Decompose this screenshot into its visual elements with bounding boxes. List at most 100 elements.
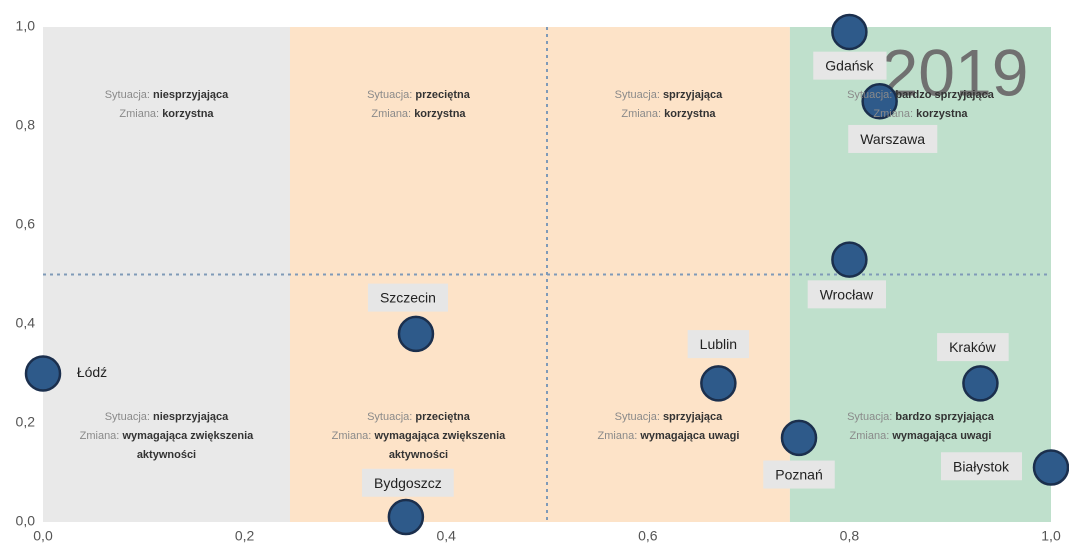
point (397, 315, 435, 353)
point-label-text: Kraków (949, 339, 997, 355)
change-prefix: Zmiana: (79, 430, 120, 442)
quadrant-description: Sytuacja: sprzyjająca Zmiana: wymagająca … (553, 408, 783, 446)
point (24, 355, 62, 392)
situation-value: przeciętna (415, 411, 470, 423)
quadrant-description: Sytuacja: bardzo sprzyjająca Zmiana: wyma… (805, 408, 1035, 446)
label-box (813, 51, 887, 80)
change-line: Zmiana: korzystna (805, 105, 1035, 124)
y-tick-label: 0,0 (16, 513, 36, 529)
y-tick-label: 0,2 (16, 414, 36, 430)
change-value: wymagająca uwagi (892, 430, 992, 442)
situation-prefix: Sytuacja: (847, 411, 893, 423)
label-box (937, 333, 1009, 362)
situation-line: Sytuacja: sprzyjająca (553, 86, 783, 105)
change-value: wymagająca zwiększenia aktywności (122, 430, 254, 461)
situation-prefix: Sytuacja: (104, 89, 150, 101)
point-label: Wrocław (807, 280, 886, 309)
point-label-text: Bydgoszcz (374, 475, 442, 491)
situation-line: Sytuacja: niesprzyjająca (51, 408, 281, 427)
situation-prefix: Sytuacja: (614, 411, 660, 423)
point-label: Gdańsk (813, 51, 887, 80)
quadrant-description: Sytuacja: sprzyjająca Zmiana: korzystna (553, 86, 783, 124)
quadrant-description: Sytuacja: niesprzyjająca Zmiana: korzystn… (51, 86, 281, 124)
situation-value: przeciętna (415, 89, 470, 101)
y-tick-label: 0,6 (16, 216, 36, 232)
point-labels: Gdańsk Warszawa Wrocław Szczecin Łódź Lublin K… (77, 51, 1023, 497)
x-tick-label: 0,6 (638, 528, 658, 544)
point-label: Białystok (940, 452, 1023, 481)
change-line: Zmiana: wymagająca uwagi (553, 427, 783, 446)
situation-value: sprzyjająca (662, 411, 723, 423)
change-value: korzystna (916, 108, 968, 120)
situation-line: Sytuacja: sprzyjająca (553, 408, 783, 427)
change-line: Zmiana: wymagająca zwiększenia aktywnośc… (51, 427, 281, 465)
situation-value: bardzo sprzyjająca (895, 89, 994, 101)
x-tick-label: 0,8 (840, 528, 860, 544)
point-label: Poznań (763, 460, 835, 489)
point (1032, 449, 1069, 486)
situation-line: Sytuacja: przeciętna (303, 86, 533, 105)
point-label-text: Warszawa (860, 131, 925, 147)
change-prefix: Zmiana: (621, 108, 662, 120)
change-value: korzystna (664, 108, 716, 120)
y-tick-label: 0,8 (16, 117, 36, 133)
year-annotation: 2019 (882, 35, 1029, 109)
change-value: korzystna (414, 108, 466, 120)
quadrant-description: Sytuacja: przeciętna Zmiana: wymagająca z… (303, 408, 533, 465)
situation-value: sprzyjająca (662, 89, 723, 101)
point-label-text: Poznań (775, 467, 822, 483)
x-tick-label: 0,4 (436, 528, 456, 544)
change-line: Zmiana: wymagająca zwiększenia aktywnośc… (303, 427, 533, 465)
point-label-text: Gdańsk (825, 58, 874, 74)
point (861, 83, 898, 120)
change-line: Zmiana: korzystna (51, 105, 281, 124)
point-label: Warszawa (848, 124, 938, 153)
change-value: wymagająca uwagi (640, 430, 740, 442)
change-prefix: Zmiana: (873, 108, 914, 120)
change-value: korzystna (162, 108, 214, 120)
x-tick-label: 1,0 (1041, 528, 1061, 544)
change-line: Zmiana: korzystna (303, 105, 533, 124)
point-label: Kraków (937, 333, 1009, 362)
point (700, 365, 737, 402)
change-prefix: Zmiana: (119, 108, 160, 120)
x-tick-label: 0,0 (33, 528, 53, 544)
point (387, 498, 425, 536)
situation-line: Sytuacja: bardzo sprzyjająca (805, 408, 1035, 427)
point-label: Łódź (77, 364, 107, 380)
label-box (367, 283, 448, 312)
point-label-text: Lublin (700, 336, 737, 352)
x-tick-label: 0,2 (235, 528, 255, 544)
point-label-text: Wrocław (820, 286, 874, 302)
point-label: Szczecin (367, 283, 448, 312)
point (780, 419, 818, 457)
label-box (763, 460, 835, 489)
situation-line: Sytuacja: przeciętna (303, 408, 533, 427)
label-box (687, 330, 750, 359)
situation-prefix: Sytuacja: (847, 89, 893, 101)
situation-value: bardzo sprzyjająca (895, 411, 994, 423)
change-prefix: Zmiana: (371, 108, 412, 120)
change-line: Zmiana: wymagająca uwagi (805, 427, 1035, 446)
point (962, 365, 999, 402)
quadrant-description: Sytuacja: niesprzyjająca Zmiana: wymagają… (51, 408, 281, 465)
situation-prefix: Sytuacja: (367, 411, 413, 423)
quadrant-description: Sytuacja: bardzo sprzyjająca Zmiana: korz… (805, 86, 1035, 124)
point-label: Lublin (687, 330, 750, 359)
point-label-text: Białystok (953, 458, 1010, 474)
situation-value: niesprzyjająca (153, 89, 229, 101)
situation-prefix: Sytuacja: (367, 89, 413, 101)
quadrant-description: Sytuacja: przeciętna Zmiana: korzystna (303, 86, 533, 124)
point (831, 241, 868, 278)
change-prefix: Zmiana: (597, 430, 638, 442)
situation-line: Sytuacja: bardzo sprzyjająca (805, 86, 1035, 105)
point-label-text: Szczecin (380, 290, 436, 306)
point-label-text: Łódź (77, 364, 107, 380)
change-value: wymagająca zwiększenia aktywności (374, 430, 506, 461)
change-prefix: Zmiana: (849, 430, 890, 442)
situation-value: niesprzyjająca (153, 411, 229, 423)
point (831, 13, 868, 51)
y-tick-label: 0,4 (16, 315, 36, 331)
